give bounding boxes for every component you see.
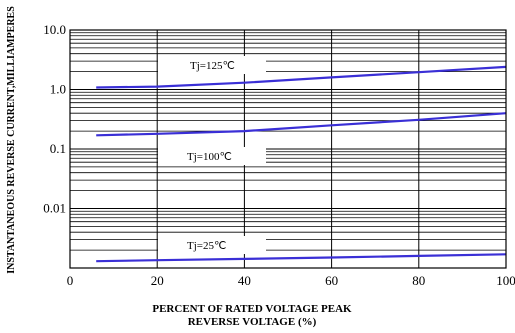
- series-label-bg-125: [158, 56, 266, 74]
- x-tick-label: 80: [412, 273, 425, 288]
- x-tick-label: 40: [238, 273, 251, 288]
- y-axis-label: INSTANTANEOUS REVERSE CURRENT,MILLIAMPER…: [6, 6, 17, 274]
- series-lines: [96, 65, 507, 263]
- series-label-bg-100: [158, 147, 266, 165]
- series-line-2: [96, 253, 507, 263]
- x-axis-label-line2: REVERSE VOLTAGE (%): [188, 316, 317, 328]
- x-tick-label: 60: [325, 273, 338, 288]
- series-label-100: Tj=100℃: [187, 151, 232, 163]
- series-labels: Tj=125℃ Tj=100℃ Tj=25℃: [158, 56, 266, 254]
- plot-frame: [69, 29, 507, 269]
- y-tick-label: 0.01: [43, 201, 66, 216]
- series-line-0: [96, 65, 507, 89]
- y-tick-labels: 10.0 1.0 0.1 0.01: [43, 22, 66, 216]
- x-axis-label-line1: PERCENT OF RATED VOLTAGE PEAK: [152, 303, 352, 315]
- series-label-bg-25: [158, 236, 266, 254]
- x-tick-label: 20: [151, 273, 164, 288]
- series-label-125: Tj=125℃: [190, 60, 235, 72]
- x-tick-labels: 0 20 40 60 80 100: [67, 273, 515, 288]
- series-label-25: Tj=25℃: [187, 240, 226, 252]
- y-tick-label: 0.1: [50, 141, 66, 156]
- grid: [69, 30, 507, 269]
- y-tick-label: 1.0: [50, 82, 66, 97]
- series-line-1: [96, 112, 507, 137]
- y-tick-label: 10.0: [43, 22, 66, 37]
- x-tick-label: 0: [67, 273, 74, 288]
- x-tick-label: 100: [496, 273, 515, 288]
